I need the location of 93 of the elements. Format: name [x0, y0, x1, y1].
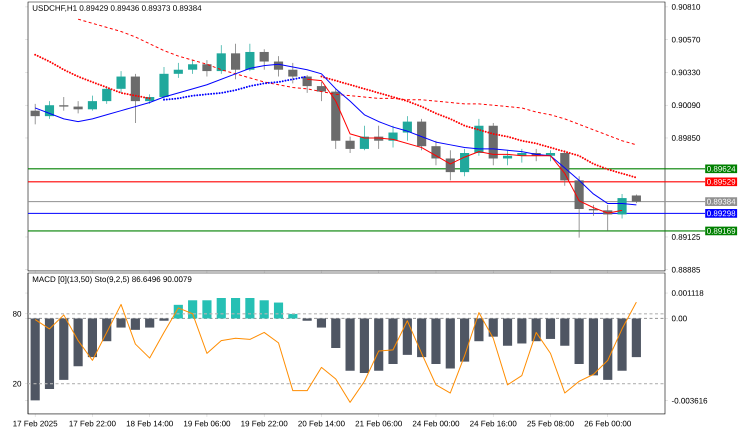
- bar: [446, 318, 455, 369]
- ref-line-label: 0.89169: [707, 228, 736, 234]
- candlestick: [188, 60, 198, 74]
- candlestick: [174, 62, 183, 78]
- y-tick-label: 0.89125: [672, 234, 700, 240]
- candlestick: [260, 48, 269, 70]
- candlestick: [502, 150, 512, 166]
- y-tick-label: 0.00: [672, 316, 687, 322]
- chart-title: MACD [0](13,50) Sto(9,2,5) 86.6496 90.0079: [32, 276, 192, 284]
- bar: [116, 318, 126, 328]
- y-tick-label: 0.88885: [672, 266, 700, 273]
- candlestick: [74, 100, 83, 114]
- candlestick: [617, 194, 627, 219]
- bar: [402, 318, 412, 355]
- x-tick-label: 20 Feb 14:00: [298, 420, 345, 426]
- bar: [245, 298, 254, 318]
- ref-line-label: 0.89298: [707, 210, 736, 216]
- y-tick-label: 0.90330: [672, 70, 700, 76]
- ref-line-label: 0.89624: [707, 166, 736, 172]
- x-tick-label: 17 Feb 22:00: [69, 420, 116, 426]
- candlestick: [159, 66, 169, 100]
- bar: [431, 318, 441, 364]
- bar: [560, 318, 570, 346]
- chart-title: USDCHF,H1 0.89429 0.89436 0.89373 0.89384: [32, 5, 202, 12]
- bar: [59, 318, 68, 380]
- x-tick-label: 18 Feb 14:00: [126, 420, 173, 426]
- bar: [388, 318, 398, 364]
- x-tick-label: 26 Feb 00:00: [584, 420, 631, 426]
- y-tick-label: 0.90090: [672, 102, 700, 108]
- x-tick-label: 25 Feb 08:00: [527, 420, 574, 426]
- candlestick: [88, 95, 98, 112]
- candlestick: [245, 43, 254, 72]
- bar: [474, 318, 484, 342]
- bar: [274, 302, 284, 318]
- bar: [517, 318, 526, 344]
- candlestick: [346, 136, 355, 154]
- bar: [288, 314, 298, 318]
- x-tick-label: 21 Feb 06:00: [356, 420, 402, 426]
- candlestick: [288, 62, 298, 84]
- bar: [617, 318, 627, 371]
- bar: [632, 318, 641, 358]
- bar: [502, 318, 512, 346]
- y2-tick-label: 80: [12, 310, 22, 317]
- bar: [260, 300, 269, 318]
- candlestick: [588, 204, 598, 216]
- bar: [216, 298, 226, 318]
- y-tick-label: 0.90570: [672, 36, 700, 43]
- candlestick: [30, 104, 40, 125]
- y-tick-label: -0.003616: [672, 398, 708, 404]
- bar: [30, 318, 40, 400]
- candlestick: [446, 150, 455, 181]
- candlestick: [216, 44, 226, 74]
- bar: [574, 318, 584, 364]
- y-tick-label: 0.001118: [672, 290, 704, 296]
- candlestick: [360, 125, 369, 151]
- x-tick-label: 19 Feb 22:00: [241, 420, 288, 426]
- bar: [202, 300, 212, 318]
- bar: [603, 318, 612, 380]
- bar: [331, 318, 340, 348]
- ref-line-label: 0.89384: [707, 198, 736, 204]
- bar: [460, 318, 470, 362]
- candlestick: [230, 43, 240, 80]
- y2-tick-label: 20: [12, 380, 22, 387]
- bar: [130, 318, 140, 330]
- x-tick-label: 17 Feb 2025: [13, 420, 58, 426]
- bar: [488, 318, 498, 337]
- bar: [102, 318, 112, 342]
- candlestick: [44, 100, 54, 120]
- bar: [88, 318, 98, 358]
- candlestick: [59, 96, 68, 112]
- x-tick-label: 24 Feb 16:00: [470, 420, 516, 426]
- candlestick: [460, 148, 470, 177]
- y-tick-label: 0.89850: [672, 135, 700, 141]
- candlestick: [431, 140, 441, 166]
- bar: [360, 318, 369, 374]
- bar: [145, 318, 154, 328]
- bar: [546, 318, 556, 339]
- bar: [230, 298, 240, 318]
- candlestick: [116, 70, 126, 94]
- ref-line-label: 0.89529: [707, 178, 736, 185]
- bar: [74, 318, 83, 366]
- candlestick: [102, 86, 112, 104]
- bar: [588, 318, 598, 376]
- bar: [44, 318, 54, 389]
- bar: [346, 318, 355, 371]
- bar: [374, 318, 384, 371]
- x-tick-label: 19 Feb 06:00: [184, 420, 230, 426]
- candlestick: [402, 116, 412, 142]
- x-tick-label: 24 Feb 00:00: [412, 420, 460, 426]
- candlestick: [316, 82, 326, 102]
- y-tick-label: 0.90810: [672, 4, 700, 10]
- bar: [316, 318, 326, 328]
- bar: [417, 318, 426, 358]
